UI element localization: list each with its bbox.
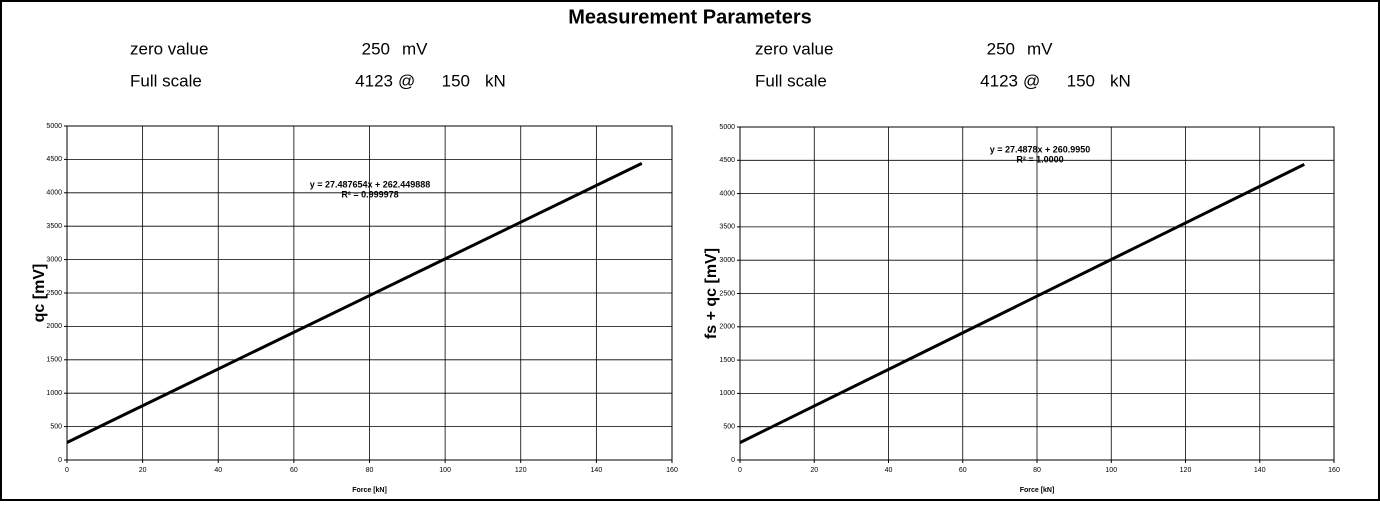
y-tick-label: 1500 — [46, 357, 62, 364]
param-zero-unit: mV — [402, 39, 428, 58]
plot-area — [739, 126, 1335, 461]
data-line — [66, 162, 643, 444]
x-axis-title: Force [kN] — [1020, 487, 1055, 494]
x-tick-label: 100 — [1105, 467, 1117, 474]
x-tick-label: 80 — [1033, 467, 1041, 474]
y-tick-label: 1500 — [719, 357, 735, 364]
param-full-label: Full scale — [130, 71, 202, 90]
param-zero-value: 250 — [987, 39, 1015, 58]
y-tick-label: 1000 — [719, 390, 735, 397]
x-tick-label: 40 — [214, 467, 222, 474]
y-tick-label: 3000 — [46, 256, 62, 263]
x-tick-label: 100 — [439, 467, 451, 474]
y-tick-label: 1000 — [46, 390, 62, 397]
x-tick-label: 0 — [65, 467, 69, 474]
y-tick-label: 2500 — [46, 290, 62, 297]
x-tick-label: 120 — [515, 467, 527, 474]
param-zero-label: zero value — [755, 39, 833, 58]
y-tick-label: 3500 — [719, 224, 735, 231]
y-tick-label: 500 — [50, 423, 62, 430]
title: Measurement Parameters — [568, 6, 811, 28]
param-zero-unit: mV — [1027, 39, 1053, 58]
param-full-value: 4123 — [355, 71, 393, 90]
trendline-label: R² = 0.999978 — [341, 189, 398, 199]
x-tick-label: 140 — [1254, 467, 1266, 474]
param-force-unit: kN — [1110, 71, 1131, 90]
y-tick-label: 4000 — [719, 190, 735, 197]
param-full-force: 150 — [442, 71, 470, 90]
param-zero-value: 250 — [362, 39, 390, 58]
y-tick-label: 0 — [58, 457, 62, 464]
trendline-label: y = 27.4878x + 260.9950 — [990, 144, 1091, 154]
x-tick-label: 0 — [738, 467, 742, 474]
x-tick-label: 60 — [959, 467, 967, 474]
y-tick-label: 2000 — [46, 323, 62, 330]
x-tick-label: 140 — [591, 467, 603, 474]
trendline-label: y = 27.487654x + 262.449888 — [310, 179, 431, 189]
y-tick-label: 2000 — [719, 324, 735, 331]
x-axis-title: Force [kN] — [352, 487, 387, 494]
param-full-force: 150 — [1067, 71, 1095, 90]
data-line — [739, 163, 1305, 444]
x-tick-label: 20 — [810, 467, 818, 474]
y-tick-label: 4500 — [46, 156, 62, 163]
x-tick-label: 60 — [290, 467, 298, 474]
y-axis-title: qc [mV] — [31, 264, 48, 323]
y-tick-label: 5000 — [719, 124, 735, 131]
y-tick-label: 2500 — [719, 290, 735, 297]
param-zero-label: zero value — [130, 39, 208, 58]
y-tick-label: 3000 — [719, 257, 735, 264]
x-tick-label: 160 — [666, 467, 678, 474]
param-at: @ — [1023, 71, 1040, 90]
param-full-label: Full scale — [755, 71, 827, 90]
param-force-unit: kN — [485, 71, 506, 90]
x-tick-label: 160 — [1328, 467, 1340, 474]
trendline-label: R² = 1.0000 — [1016, 154, 1063, 164]
y-tick-label: 0 — [731, 457, 735, 464]
y-tick-label: 4500 — [719, 157, 735, 164]
x-tick-label: 20 — [139, 467, 147, 474]
plot-area — [66, 125, 673, 461]
x-tick-label: 120 — [1180, 467, 1192, 474]
y-tick-label: 4000 — [46, 190, 62, 197]
param-at: @ — [398, 71, 415, 90]
y-tick-label: 5000 — [46, 123, 62, 130]
x-tick-label: 80 — [366, 467, 374, 474]
y-axis-title: fs + qc [mV] — [703, 248, 720, 339]
x-tick-label: 40 — [885, 467, 893, 474]
y-tick-label: 500 — [723, 424, 735, 431]
param-full-value: 4123 — [980, 71, 1018, 90]
y-tick-label: 3500 — [46, 223, 62, 230]
